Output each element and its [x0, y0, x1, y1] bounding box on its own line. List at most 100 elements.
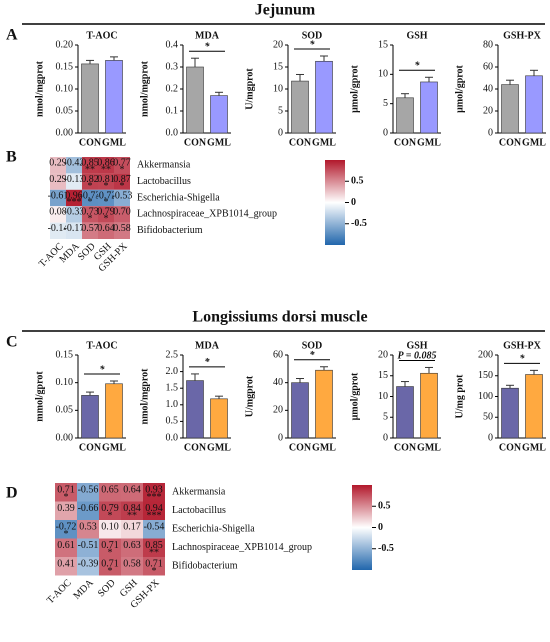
cell-value: 0.85 — [145, 540, 163, 551]
heatmap-cell — [77, 557, 99, 576]
cell-stars: * — [108, 548, 113, 559]
colorbar-tick-label: 0 — [351, 197, 356, 208]
heatmap-cell — [121, 520, 143, 539]
x-tick-label: CON — [394, 137, 417, 148]
heatmap-cell — [114, 189, 130, 207]
heatmap-cell — [77, 538, 99, 557]
colorbar — [325, 160, 345, 245]
x-tick-label: CON — [499, 137, 522, 148]
significance-label: * — [415, 61, 421, 72]
cell-value: -0.17 — [64, 223, 85, 234]
cell-value: -0.39 — [78, 558, 99, 569]
row-label: Lactobacillus — [172, 505, 226, 516]
y-tick-label: 0.2 — [166, 83, 179, 94]
y-tick-label: 0.00 — [56, 127, 74, 138]
heatmap-cell — [50, 173, 66, 190]
x-tick-label: GML — [312, 137, 336, 148]
heatmap-cell — [99, 557, 121, 576]
y-tick-label: 1.5 — [166, 382, 179, 393]
colorbar-tick-label: 0.5 — [351, 176, 364, 187]
cell-value: 0.85 — [81, 158, 99, 169]
x-tick-label: CON — [289, 442, 312, 453]
bar — [105, 60, 123, 134]
y-tick-label: 10 — [378, 69, 388, 80]
cell-value: 0.82 — [81, 174, 99, 185]
x-tick-label: GML — [312, 442, 336, 453]
cell-stars: *** — [147, 511, 162, 522]
heatmap-cell — [98, 189, 114, 207]
cell-value: -0.66 — [78, 503, 99, 514]
bar — [105, 383, 123, 439]
heatmap-cell — [82, 206, 98, 223]
column-label: T-AOC — [45, 577, 74, 606]
colorbar-tick-label: 0.5 — [378, 501, 391, 512]
cell-value: 0.71 — [145, 558, 163, 569]
cell-stars: *** — [147, 492, 162, 503]
heatmap-cell — [50, 222, 66, 239]
cell-stars: * — [64, 492, 69, 503]
bar — [186, 66, 204, 134]
cell-value: 0.53 — [79, 521, 97, 532]
cell-value: 0.63 — [123, 540, 141, 551]
cell-value: 0.17 — [123, 521, 141, 532]
cell-value: 0.58 — [123, 558, 141, 569]
bar — [420, 81, 438, 134]
y-tick-label: 0 — [278, 127, 283, 138]
chart-title: SOD — [302, 30, 323, 41]
y-tick-label: 0.3 — [166, 61, 179, 72]
cell-value: 0.86 — [97, 158, 115, 169]
heatmap-cell — [98, 173, 114, 190]
bar — [396, 386, 414, 439]
bar — [291, 382, 309, 439]
y-tick-label: 0.4 — [166, 39, 179, 50]
cell-value: 0.41 — [57, 558, 75, 569]
x-tick-label: CON — [184, 137, 207, 148]
y-tick-label: 0.15 — [56, 61, 74, 72]
cell-value: -0.54 — [144, 521, 165, 532]
y-tick-label: 0.05 — [56, 405, 74, 416]
cell-value: 0.29 — [49, 158, 67, 169]
bar — [501, 84, 519, 134]
y-tick-label: 0.10 — [56, 83, 74, 94]
heatmap-cell — [50, 157, 66, 174]
y-tick-label: 2.0 — [166, 366, 179, 377]
column-label: SOD — [96, 577, 118, 599]
x-tick-label: CON — [79, 137, 102, 148]
bar — [210, 95, 228, 134]
y-tick-label: 15 — [378, 370, 388, 381]
bar — [396, 97, 414, 134]
cell-value: 0.81 — [97, 174, 115, 185]
y-axis-label: nmol/mgprot — [139, 368, 150, 425]
y-tick-label: 20 — [273, 39, 283, 50]
y-axis-label: μmol/gprot — [349, 372, 360, 420]
cell-value: 0.84 — [123, 503, 141, 514]
heatmap-cell — [82, 189, 98, 207]
section-title: Longissiums dorsi muscle — [192, 309, 367, 326]
row-label: Akkermansia — [172, 487, 226, 498]
x-tick-label: CON — [184, 442, 207, 453]
heatmap-cell — [55, 483, 77, 502]
cell-value: -0.53 — [112, 190, 133, 201]
bar — [81, 63, 99, 134]
cell-stars: *** — [67, 197, 82, 208]
heatmap-cell — [66, 173, 82, 190]
y-tick-label: 15 — [273, 61, 283, 72]
cell-value: -0.33 — [64, 207, 85, 218]
heatmap-cell — [99, 483, 121, 502]
y-axis-label: U/mgprot — [244, 375, 255, 417]
section-title: Jejunum — [255, 2, 316, 19]
panel-label: C — [6, 334, 18, 351]
heatmap-cell — [55, 538, 77, 557]
chart-title: T-AOC — [86, 340, 117, 351]
heatmap-cell — [77, 520, 99, 539]
heatmap-cell — [50, 206, 66, 223]
y-tick-label: 40 — [273, 377, 283, 388]
y-tick-label: 0 — [278, 432, 283, 443]
cell-value: -0.72 — [96, 190, 117, 201]
heatmap-cell — [55, 501, 77, 520]
row-label: Akkermansia — [137, 159, 191, 170]
x-tick-label: GML — [522, 442, 546, 453]
y-tick-label: 0 — [488, 432, 493, 443]
x-tick-label: GML — [417, 137, 441, 148]
